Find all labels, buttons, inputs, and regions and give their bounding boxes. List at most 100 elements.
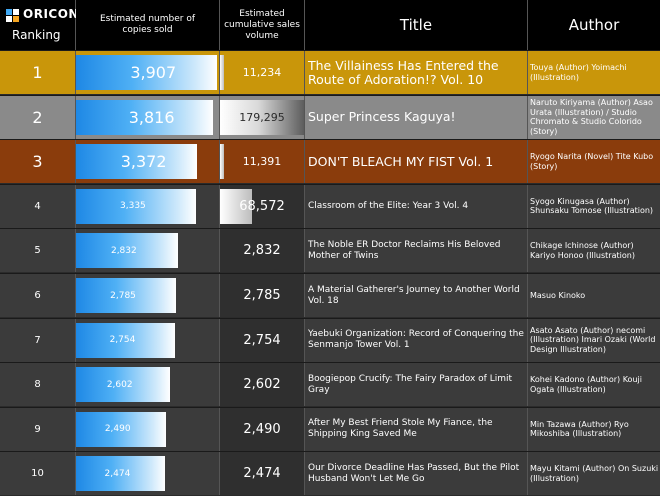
ranking-label: Ranking xyxy=(12,28,61,42)
copies-bar xyxy=(76,411,166,447)
copies-sold-cell: 2,832 xyxy=(76,229,220,273)
table-row: 4 3,335 68,572 Classroom of the Elite: Year… xyxy=(0,183,660,228)
copies-sold-cell: 2,602 xyxy=(76,363,220,407)
cumulative-cell: 2,490 xyxy=(220,407,305,451)
cumulative-value: 11,234 xyxy=(242,66,282,79)
cumulative-value: 2,832 xyxy=(243,243,281,259)
table-row: 5 2,832 2,832 The Noble ER Doctor Reclaims … xyxy=(0,228,660,273)
table-row: 10 2,474 2,474 Our Divorce Deadline Has Pas… xyxy=(0,451,660,496)
copies-sold-cell: 2,490 xyxy=(76,407,220,451)
cumulative-cell: 11,391 xyxy=(220,140,305,184)
cumulative-value: 2,490 xyxy=(243,421,281,437)
table-row: 6 2,785 2,785 A Material Gatherer's Journey… xyxy=(0,273,660,317)
copies-bar xyxy=(76,278,177,313)
rank-number: 8 xyxy=(0,363,76,407)
copies-bar xyxy=(76,55,217,90)
header-title: Title xyxy=(305,0,528,50)
book-author: Mayu Kitami (Author) On Suzuki (Illustra… xyxy=(530,464,659,483)
table-row: 8 2,602 2,602 Boogiepop Crucify: The Fairy … xyxy=(0,362,660,407)
copies-sold-value: 2,602 xyxy=(106,379,133,390)
copies-sold-cell: 2,474 xyxy=(76,452,220,496)
copies-sold-value: 2,785 xyxy=(110,290,136,301)
book-title: The Noble ER Doctor Reclaims His Beloved… xyxy=(305,229,528,273)
cumulative-cell: 11,234 xyxy=(220,51,305,94)
copies-sold-cell: 3,907 xyxy=(76,51,220,94)
copies-bar xyxy=(76,99,214,135)
book-title: A Material Gatherer's Journey to Another… xyxy=(305,274,528,317)
book-title: Super Princess Kaguya! xyxy=(305,95,528,139)
rank-number: 10 xyxy=(0,452,76,496)
cumulative-value: 2,602 xyxy=(243,377,281,393)
book-author: Min Tazawa (Author) Ryo Mikoshiba (Illus… xyxy=(530,419,629,439)
copies-sold-cell: 3,372 xyxy=(76,140,220,184)
table-row: 9 2,490 2,490 After My Best Friend Stole My… xyxy=(0,406,660,451)
book-title: DON'T BLEACH MY FIST Vol. 1 xyxy=(305,140,528,184)
copies-bar xyxy=(76,322,176,358)
cumulative-value: 2,754 xyxy=(243,332,281,348)
table-row: 1 3,907 11,234 The Villainess Has Entered t… xyxy=(0,50,660,94)
rank-number: 3 xyxy=(0,140,76,184)
header-cumulative: Estimated cumulative sales volume xyxy=(220,0,305,50)
cumulative-cell: 2,602 xyxy=(220,363,305,407)
copies-bar xyxy=(76,367,170,403)
copies-sold-value: 3,816 xyxy=(128,107,175,127)
copies-bar xyxy=(76,144,198,180)
copies-sold-value: 3,372 xyxy=(120,152,167,172)
header-ranking: ORICON Ranking xyxy=(0,0,78,50)
book-title: Boogiepop Crucify: The Fairy Paradox of … xyxy=(305,363,528,407)
copies-sold-cell: 3,335 xyxy=(76,184,220,228)
copies-sold-value: 3,335 xyxy=(120,201,146,212)
rank-number: 1 xyxy=(0,51,76,94)
oricon-logo-icon xyxy=(6,9,20,23)
header-copies: Estimated number of copies sold xyxy=(76,0,220,50)
book-author: Naruto Kiriyama (Author) Asao Urata (Ill… xyxy=(530,98,653,136)
book-author: Syogo Kinugasa (Author) Shunsaku Tomose … xyxy=(530,196,654,216)
header-author: Author xyxy=(528,0,660,50)
copies-sold-value: 2,832 xyxy=(110,245,137,256)
book-author: Kohei Kadono (Author) Kouji Ogata (Illus… xyxy=(530,375,642,394)
cumulative-cell: 2,754 xyxy=(220,318,305,362)
table-row: 2 3,816 179,295 Super Princess Kaguya! Narut… xyxy=(0,94,660,139)
rank-number: 7 xyxy=(0,318,76,362)
copies-sold-value: 2,754 xyxy=(109,335,136,346)
cumulative-bar xyxy=(220,99,304,135)
book-title: Classroom of the Elite: Year 3 Vol. 4 xyxy=(305,184,528,228)
table-row: 7 2,754 2,754 Yaebuki Organization: Record … xyxy=(0,317,660,362)
oricon-logo: ORICON Ranking xyxy=(4,6,78,46)
copies-sold-cell: 2,754 xyxy=(76,318,220,362)
rank-number: 9 xyxy=(0,407,76,451)
cumulative-bar xyxy=(220,144,224,180)
book-author: Masuo Kinoko xyxy=(530,290,586,300)
rank-number: 5 xyxy=(0,229,76,273)
cumulative-bar xyxy=(220,55,224,90)
cumulative-cell: 2,474 xyxy=(220,452,305,496)
copies-bar xyxy=(76,188,197,224)
cumulative-value: 68,572 xyxy=(239,198,285,214)
book-title: Our Divorce Deadline Has Passed, But the… xyxy=(305,452,528,496)
cumulative-cell: 2,785 xyxy=(220,274,305,317)
cumulative-value: 2,474 xyxy=(243,466,281,482)
copies-sold-cell: 2,785 xyxy=(76,274,220,317)
rank-number: 4 xyxy=(0,184,76,228)
cumulative-value: 179,295 xyxy=(239,110,285,124)
copies-sold-value: 3,907 xyxy=(130,63,177,82)
cumulative-value: 11,391 xyxy=(242,155,282,169)
book-author: Ryogo Narita (Novel) Tite Kubo (Story) xyxy=(530,152,654,171)
copies-bar xyxy=(76,233,178,269)
book-title: The Villainess Has Entered the Route of … xyxy=(305,51,528,94)
book-title: After My Best Friend Stole My Fiance, th… xyxy=(305,407,528,451)
copies-sold-value: 2,474 xyxy=(104,468,131,479)
cumulative-value: 2,785 xyxy=(243,288,281,303)
cumulative-cell: 68,572 xyxy=(220,184,305,228)
book-title: Yaebuki Organization: Record of Conqueri… xyxy=(305,318,528,362)
logo-text: ORICON xyxy=(23,7,79,21)
book-author: Touya (Author) Yoimachi (Illustration) xyxy=(530,63,627,82)
book-author: Asato Asato (Author) necomi (Illustratio… xyxy=(530,325,656,354)
rank-number: 6 xyxy=(0,274,76,317)
cumulative-bar xyxy=(220,188,253,224)
copies-sold-value: 2,490 xyxy=(104,424,131,435)
cumulative-cell: 2,832 xyxy=(220,229,305,273)
copies-bar xyxy=(76,456,166,492)
